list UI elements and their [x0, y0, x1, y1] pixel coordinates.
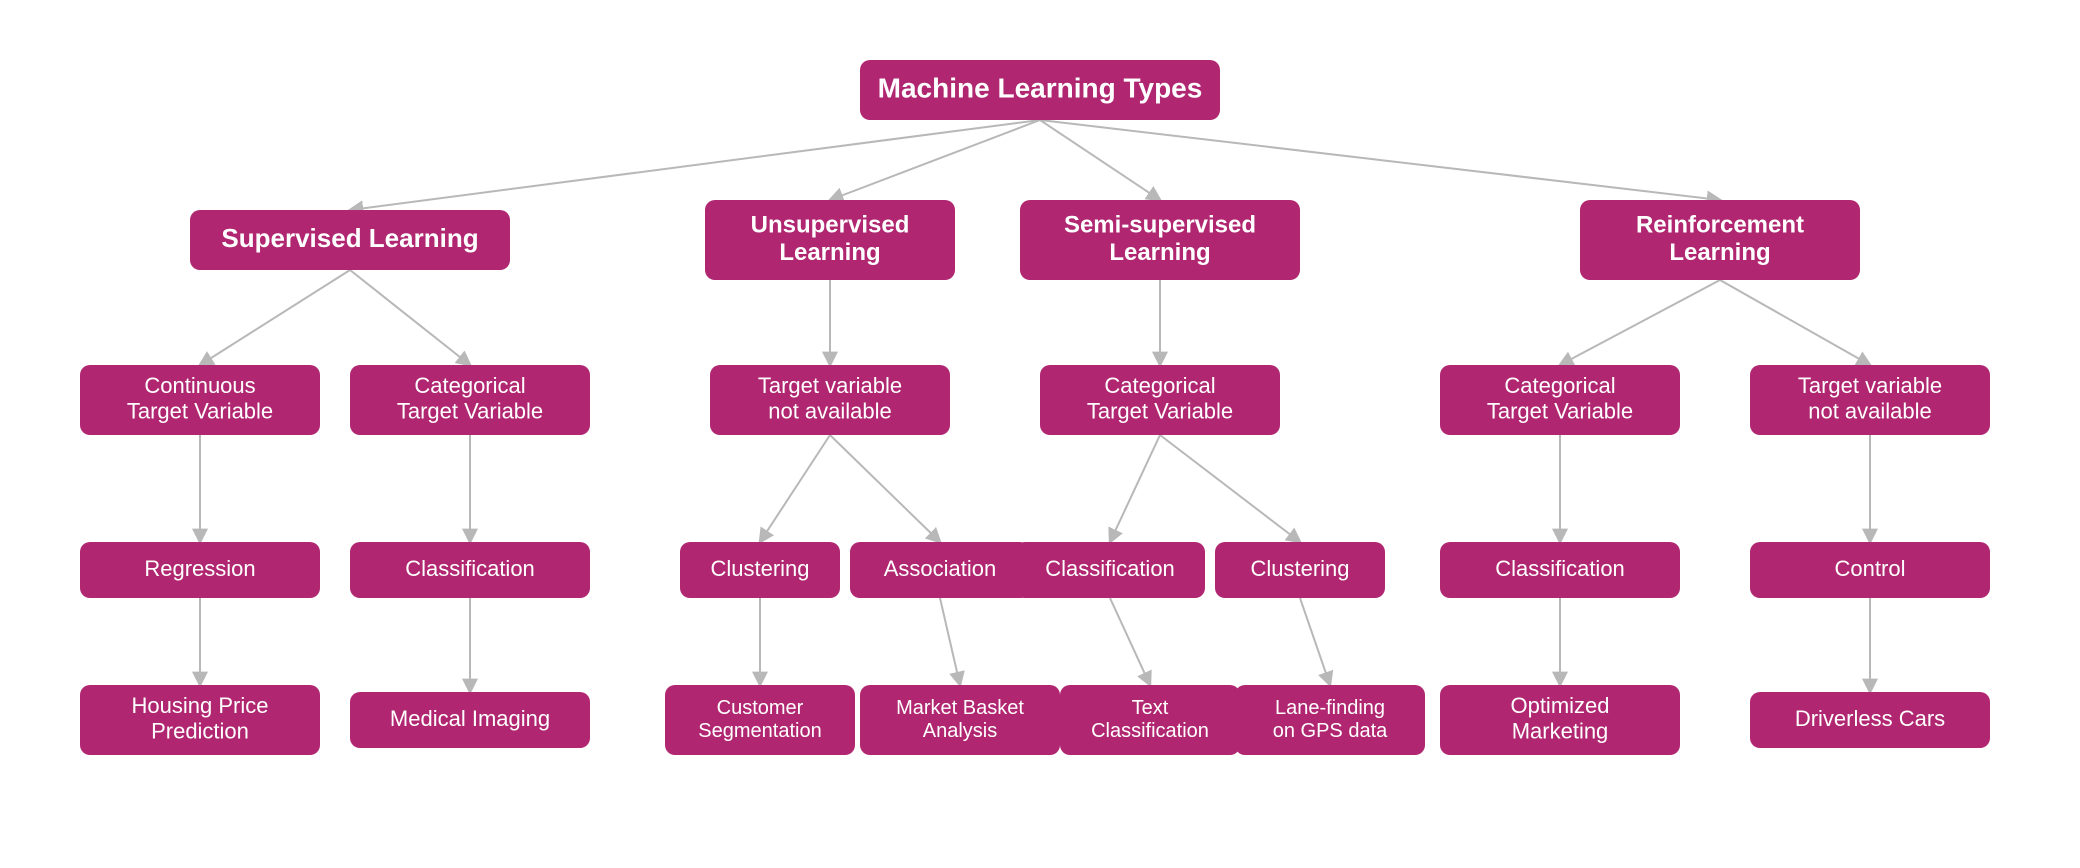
edge-uns_tgt-assoc	[830, 435, 940, 542]
node-label-sup_cont-line1: Target Variable	[127, 398, 273, 423]
node-label-rein_na-line1: not available	[1808, 398, 1932, 423]
node-label-optmkt-line0: Optimized	[1510, 693, 1609, 718]
node-label-mba-line0: Market Basket	[896, 697, 1024, 719]
node-cars: Driverless Cars	[1750, 692, 1990, 748]
node-label-txtclf-line0: Text	[1132, 697, 1169, 719]
node-clf1: Classification	[350, 542, 590, 598]
node-label-clf2: Classification	[1045, 556, 1175, 581]
node-rein_cat: CategoricalTarget Variable	[1440, 365, 1680, 435]
node-label-house-line1: Prediction	[151, 718, 249, 743]
node-label-txtclf-line1: Classification	[1091, 720, 1209, 742]
edge-root-uns	[830, 120, 1040, 200]
node-med: Medical Imaging	[350, 692, 590, 748]
edge-uns_tgt-clus1	[760, 435, 830, 542]
edge-root-sup	[350, 120, 1040, 210]
node-sup_cat: CategoricalTarget Variable	[350, 365, 590, 435]
node-assoc: Association	[850, 542, 1030, 598]
node-label-rein-line0: Reinforcement	[1636, 212, 1804, 239]
node-label-semi-line0: Semi-supervised	[1064, 212, 1256, 239]
node-label-custseg-line0: Customer	[717, 697, 804, 719]
node-label-semi-line1: Learning	[1109, 239, 1210, 266]
node-label-custseg-line1: Segmentation	[698, 720, 821, 742]
node-uns_tgt: Target variablenot available	[710, 365, 950, 435]
node-sup: Supervised Learning	[190, 210, 510, 270]
node-clus2: Clustering	[1215, 542, 1385, 598]
node-rein_na: Target variablenot available	[1750, 365, 1990, 435]
node-house: Housing PricePrediction	[80, 685, 320, 755]
node-label-sup_cont-line0: Continuous	[144, 373, 255, 398]
node-rein: ReinforcementLearning	[1580, 200, 1860, 280]
node-label-lane-line0: Lane-finding	[1275, 697, 1385, 719]
node-clus1: Clustering	[680, 542, 840, 598]
edge-assoc-mba	[940, 598, 960, 685]
edge-clus2-lane	[1300, 598, 1330, 685]
node-label-sup_cat-line0: Categorical	[414, 373, 525, 398]
node-optmkt: OptimizedMarketing	[1440, 685, 1680, 755]
node-label-cars: Driverless Cars	[1795, 706, 1945, 731]
node-label-clus1: Clustering	[710, 556, 809, 581]
node-label-semi_cat-line1: Target Variable	[1087, 398, 1233, 423]
node-label-uns_tgt-line1: not available	[768, 398, 892, 423]
edge-sup-sup_cont	[200, 270, 350, 365]
node-reg: Regression	[80, 542, 320, 598]
node-semi_cat: CategoricalTarget Variable	[1040, 365, 1280, 435]
node-label-semi_cat-line0: Categorical	[1104, 373, 1215, 398]
node-label-root: Machine Learning Types	[878, 72, 1203, 103]
edge-clf2-txtclf	[1110, 598, 1150, 685]
node-label-clf1: Classification	[405, 556, 535, 581]
edge-semi_cat-clf2	[1110, 435, 1160, 542]
node-root: Machine Learning Types	[860, 60, 1220, 120]
edge-semi_cat-clus2	[1160, 435, 1300, 542]
ml-types-tree-diagram: Machine Learning Types Supervised Learnin…	[0, 0, 2080, 868]
node-label-mba-line1: Analysis	[923, 720, 997, 742]
node-uns: UnsupervisedLearning	[705, 200, 955, 280]
node-label-rein-line1: Learning	[1669, 239, 1770, 266]
edge-rein-rein_na	[1720, 280, 1870, 365]
node-label-med: Medical Imaging	[390, 706, 550, 731]
node-ctrl: Control	[1750, 542, 1990, 598]
node-lane: Lane-findingon GPS data	[1235, 685, 1425, 755]
node-label-sup_cat-line1: Target Variable	[397, 398, 543, 423]
node-label-uns_tgt-line0: Target variable	[758, 373, 902, 398]
node-label-sup: Supervised Learning	[221, 223, 478, 253]
node-label-reg: Regression	[144, 556, 255, 581]
node-label-ctrl: Control	[1835, 556, 1906, 581]
node-label-clf3: Classification	[1495, 556, 1625, 581]
node-clf3: Classification	[1440, 542, 1680, 598]
node-label-rein_na-line0: Target variable	[1798, 373, 1942, 398]
node-label-rein_cat-line0: Categorical	[1504, 373, 1615, 398]
node-label-uns-line1: Learning	[779, 239, 880, 266]
node-semi: Semi-supervisedLearning	[1020, 200, 1300, 280]
node-label-clus2: Clustering	[1250, 556, 1349, 581]
node-label-assoc: Association	[884, 556, 997, 581]
edge-sup-sup_cat	[350, 270, 470, 365]
node-custseg: CustomerSegmentation	[665, 685, 855, 755]
node-txtclf: TextClassification	[1060, 685, 1240, 755]
nodes-layer: Machine Learning Types Supervised Learnin…	[80, 60, 1990, 755]
node-label-house-line0: Housing Price	[132, 693, 269, 718]
node-sup_cont: ContinuousTarget Variable	[80, 365, 320, 435]
node-clf2: Classification	[1015, 542, 1205, 598]
node-label-rein_cat-line1: Target Variable	[1487, 398, 1633, 423]
node-mba: Market BasketAnalysis	[860, 685, 1060, 755]
node-label-optmkt-line1: Marketing	[1512, 718, 1609, 743]
node-label-lane-line1: on GPS data	[1273, 720, 1388, 742]
node-label-uns-line0: Unsupervised	[751, 212, 910, 239]
edge-rein-rein_cat	[1560, 280, 1720, 365]
